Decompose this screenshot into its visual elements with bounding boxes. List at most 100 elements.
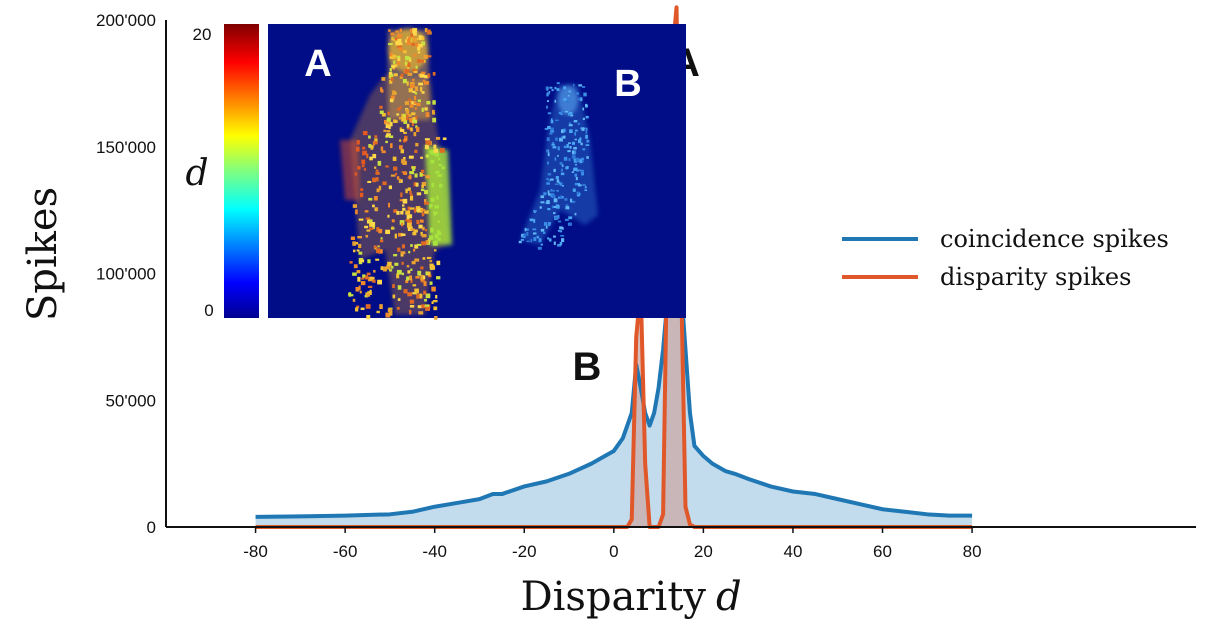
inset-speckle [585, 144, 590, 146]
inset-speckle [421, 107, 424, 112]
inset-speckle [349, 294, 354, 297]
inset-speckle [394, 64, 398, 68]
inset-speckle [411, 42, 415, 47]
inset-speckle [421, 212, 425, 217]
inset-speckle [574, 132, 577, 136]
x-axis-title-var: d [716, 574, 742, 620]
inset-speckle [412, 90, 416, 93]
inset-speckle [387, 214, 390, 218]
inset-speckle [372, 204, 375, 208]
inset-speckle [413, 70, 418, 74]
inset-speckle [571, 141, 576, 145]
inset-speckle [543, 192, 547, 196]
inset-speckle [557, 154, 559, 157]
inset-speckle [408, 155, 414, 159]
inset-speckle [406, 81, 409, 86]
inset-speckle [424, 199, 427, 204]
inset-speckle [413, 229, 418, 233]
inset-speckle [365, 217, 371, 220]
inset-speckle [400, 251, 406, 255]
inset-speckle [362, 150, 367, 156]
inset-speckle [437, 157, 441, 161]
inset-speckle [549, 132, 553, 135]
inset-speckle [400, 233, 406, 237]
inset-speckle [574, 138, 577, 141]
inset-speckle [415, 182, 419, 187]
inset-speckle [354, 172, 357, 176]
inset-speckle [369, 276, 375, 280]
inset-speckle [533, 218, 536, 223]
inset-speckle [400, 73, 404, 77]
inset-speckle [437, 229, 440, 235]
inset-speckle [383, 129, 387, 132]
inset-speckle [418, 293, 423, 299]
inset-speckle [411, 101, 417, 106]
inset-speckle [581, 127, 585, 131]
inset-speckle [424, 138, 430, 141]
inset-speckle [544, 127, 549, 130]
inset-speckle [425, 140, 430, 145]
inset-speckle [580, 142, 583, 146]
inset-speckle [432, 109, 435, 115]
inset-speckle [433, 306, 438, 311]
inset-speckle [579, 97, 583, 102]
inset-speckle [575, 129, 578, 132]
y-tick-label: 200'000 [96, 11, 156, 30]
inset-speckle [355, 307, 359, 312]
x-tick-label: -20 [512, 542, 537, 561]
inset-speckle [392, 54, 397, 59]
inset-speckle [359, 290, 362, 294]
inset-speckle [381, 89, 384, 93]
inset-speckle [433, 144, 437, 149]
inset-speckle [396, 176, 400, 180]
colorbar-max-label: 20 [193, 25, 212, 44]
inset-speckle [546, 105, 549, 109]
inset-speckle [358, 243, 362, 249]
inset-speckle [558, 111, 562, 115]
inset-speckle [359, 259, 365, 263]
inset-speckle [388, 311, 393, 316]
inset-speckle [551, 205, 554, 209]
inset-speckle [362, 146, 366, 150]
inset-speckle [391, 265, 394, 269]
inset-speckle [390, 95, 395, 100]
inset-speckle [419, 86, 423, 92]
inset-speckle [389, 79, 393, 84]
inset-speckle [585, 103, 588, 108]
inset-speckle [571, 171, 575, 173]
inset-speckle [425, 306, 431, 311]
inset-speckle [525, 228, 529, 231]
inset-speckle [439, 148, 445, 153]
inset-speckle [581, 160, 584, 163]
inset-speckle [366, 314, 371, 320]
inset-speckle [523, 233, 526, 237]
inset-speckle [364, 210, 369, 213]
inset-speckle [364, 276, 369, 280]
inset-speckle [409, 104, 414, 108]
inset-speckle [426, 29, 431, 35]
inset-speckle [394, 37, 400, 41]
inset-speckle [366, 153, 369, 159]
inset-speckle [409, 299, 415, 304]
inset-speckle [432, 240, 438, 246]
inset-speckle [366, 272, 371, 276]
inset-speckle [369, 156, 373, 161]
inset-speckle [424, 304, 430, 307]
inset-speckle [355, 146, 360, 152]
inset-speckle [421, 36, 425, 41]
inset-colorbar [224, 24, 259, 318]
inset-speckle [387, 261, 392, 267]
inset-speckle [410, 194, 413, 198]
inset-speckle [362, 131, 368, 136]
inset-speckle [551, 89, 554, 92]
inset-speckle [385, 229, 391, 235]
inset-speckle [355, 209, 358, 215]
inset-speckle [374, 166, 377, 169]
inset-speckle [399, 178, 402, 182]
inset-speckle [545, 225, 548, 229]
inset-speckle [412, 68, 418, 73]
inset-speckle [379, 239, 384, 243]
inset-speckle [397, 38, 402, 44]
inset-speckle [399, 129, 405, 132]
inset-speckle [379, 110, 384, 115]
